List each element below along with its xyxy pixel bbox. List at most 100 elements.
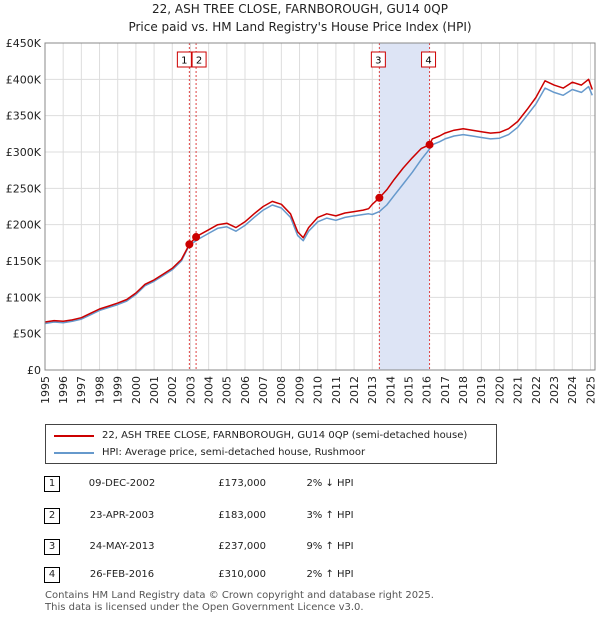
sale-label-border — [176, 51, 192, 68]
legend-item-price: 22, ASH TREE CLOSE, FARNBOROUGH, GU14 0Q… — [46, 428, 496, 444]
x-tick-label: 2002 — [166, 376, 179, 404]
sale-point — [192, 233, 201, 242]
footer-copyright: Contains HM Land Registry data © Crown c… — [45, 590, 434, 601]
x-tick-label: 2003 — [184, 376, 197, 404]
sale-label-box: 3 — [370, 51, 386, 68]
x-tick-label: 2011 — [330, 376, 343, 404]
sale-points — [185, 140, 434, 249]
x-tick-label: 2022 — [530, 376, 543, 404]
x-tick-label: 2008 — [275, 376, 288, 404]
y-tick-label: £250K — [6, 182, 42, 195]
x-tick-label: 2018 — [457, 376, 470, 404]
y-tick-label: £200K — [6, 219, 42, 232]
y-tick-label: £0 — [27, 364, 41, 377]
hpi-line — [44, 85, 593, 325]
x-tick-label: 1995 — [39, 376, 52, 404]
transaction-row: 3 24-MAY-2013 £237,000 9% ↑ HPI — [0, 539, 600, 559]
x-tick-label: 2010 — [312, 376, 325, 404]
legend: 22, ASH TREE CLOSE, FARNBOROUGH, GU14 0Q… — [45, 424, 497, 464]
transaction-price: £237,000 — [218, 541, 266, 552]
plot-frame — [44, 42, 596, 371]
x-tick-label: 2009 — [293, 376, 306, 404]
transaction-price: £173,000 — [218, 478, 266, 489]
x-tick-label: 2004 — [202, 376, 215, 404]
sale-point — [375, 193, 384, 202]
axes: £0 £50K £100K £150K £200K £250K £300K £350K £400… — [6, 37, 598, 404]
sale-label-border — [191, 51, 207, 68]
x-tick-label: 2020 — [493, 376, 506, 404]
transaction-number: 2 — [44, 508, 60, 524]
sale-label-text: 3 — [375, 56, 381, 67]
chart-title: 22, ASH TREE CLOSE, FARNBOROUGH, GU14 0Q… — [152, 2, 448, 16]
sale-label-box: 2 — [191, 51, 207, 68]
x-tick-label: 2000 — [130, 376, 143, 404]
x-tick-label: 2005 — [221, 376, 234, 404]
sale-label-text: 4 — [425, 56, 431, 67]
grid — [44, 42, 595, 371]
legend-label-hpi: HPI: Average price, semi-detached house,… — [102, 447, 366, 458]
transaction-date: 09-DEC-2002 — [88, 478, 156, 489]
x-tick-label: 1997 — [75, 376, 88, 404]
plot-area — [45, 43, 595, 370]
legend-item-hpi: HPI: Average price, semi-detached house,… — [46, 445, 496, 461]
y-tick-label: £150K — [6, 255, 42, 268]
x-tick-label: 2021 — [512, 376, 525, 404]
shaded-region — [379, 43, 430, 370]
y-tick-label: £100K — [6, 291, 42, 304]
transaction-row: 4 26-FEB-2016 £310,000 2% ↑ HPI — [0, 567, 600, 587]
sale-point — [185, 240, 194, 249]
legend-label-price: 22, ASH TREE CLOSE, FARNBOROUGH, GU14 0Q… — [102, 430, 468, 441]
chart-subtitle: Price paid vs. HM Land Registry's House … — [128, 20, 472, 34]
transaction-number: 3 — [44, 539, 60, 555]
y-tick-label: £50K — [13, 328, 42, 341]
y-tick-label: £400K — [6, 73, 42, 86]
transaction-hpi: 2% ↑ HPI — [306, 569, 354, 580]
sale-marker-lines — [188, 43, 431, 370]
x-tick-label: 2025 — [584, 376, 597, 404]
x-tick-label: 1996 — [57, 376, 70, 404]
x-tick-label: 2015 — [402, 376, 415, 404]
transaction-date: 26-FEB-2016 — [89, 569, 155, 580]
sale-label-text: 2 — [196, 56, 202, 67]
sale-label-border — [370, 51, 386, 68]
transaction-number: 1 — [44, 476, 60, 492]
footer-licence: This data is licensed under the Open Gov… — [45, 602, 364, 613]
series-lines — [44, 78, 594, 325]
y-tick-label: £300K — [6, 146, 42, 159]
sale-point — [425, 140, 434, 149]
sale-label-box: 4 — [421, 51, 437, 68]
x-tick-label: 2019 — [475, 376, 488, 404]
x-tick-label: 1999 — [112, 376, 125, 404]
x-tick-label: 2007 — [257, 376, 270, 404]
transaction-price: £183,000 — [218, 510, 266, 521]
sale-label-border — [421, 51, 437, 68]
x-tick-label: 1998 — [93, 376, 106, 404]
transaction-date: 23-APR-2003 — [89, 510, 155, 521]
sale-label-text: 1 — [181, 56, 187, 67]
sale-label-box: 1 — [176, 51, 192, 68]
transaction-hpi: 9% ↑ HPI — [306, 541, 354, 552]
x-tick-label: 2013 — [366, 376, 379, 404]
transaction-date: 24-MAY-2013 — [89, 541, 155, 552]
transaction-price: £310,000 — [218, 569, 266, 580]
shaded-period — [379, 43, 430, 370]
x-tick-label: 2014 — [384, 376, 397, 404]
x-tick-label: 2024 — [566, 376, 579, 404]
x-tick-label: 2001 — [148, 376, 161, 404]
x-tick-label: 2016 — [421, 376, 434, 404]
transaction-row: 2 23-APR-2003 £183,000 3% ↑ HPI — [0, 508, 600, 528]
legend-swatch-price — [54, 435, 94, 437]
x-tick-label: 2012 — [348, 376, 361, 404]
legend-swatch-hpi — [54, 452, 94, 454]
x-tick-label: 2023 — [548, 376, 561, 404]
x-tick-label: 2006 — [239, 376, 252, 404]
transaction-hpi: 2% ↓ HPI — [306, 478, 354, 489]
transaction-number: 4 — [44, 567, 60, 583]
transaction-row: 1 09-DEC-2002 £173,000 2% ↓ HPI — [0, 476, 600, 496]
x-tick-label: 2017 — [439, 376, 452, 404]
transaction-hpi: 3% ↑ HPI — [306, 510, 354, 521]
y-tick-label: £450K — [6, 37, 42, 50]
y-tick-label: £350K — [6, 110, 42, 123]
